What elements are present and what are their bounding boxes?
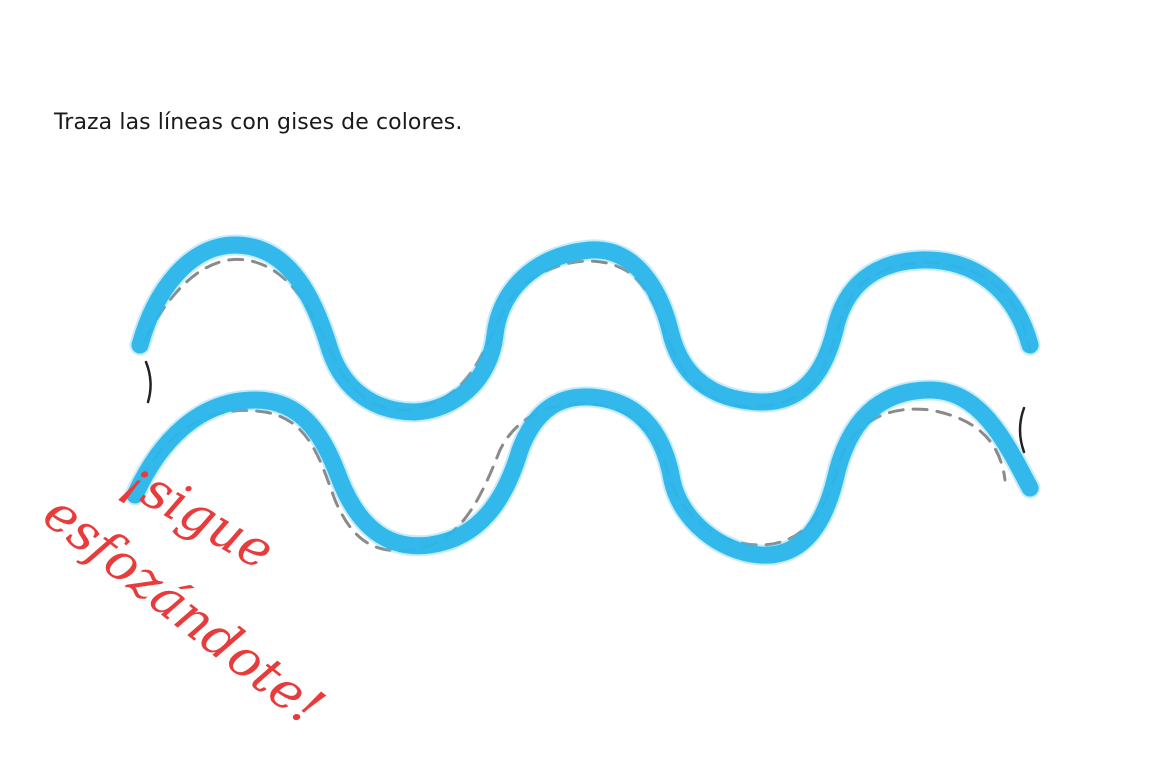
traced-wave-top [131, 236, 1039, 421]
teacher-comment: ¡sigue esfozándote! [32, 449, 335, 737]
instruction-text: Traza las líneas con gises de colores. [54, 110, 463, 135]
traced-wave-bottom [126, 381, 1039, 564]
left-edge-mark [144, 360, 152, 404]
right-edge-mark [1018, 406, 1026, 454]
